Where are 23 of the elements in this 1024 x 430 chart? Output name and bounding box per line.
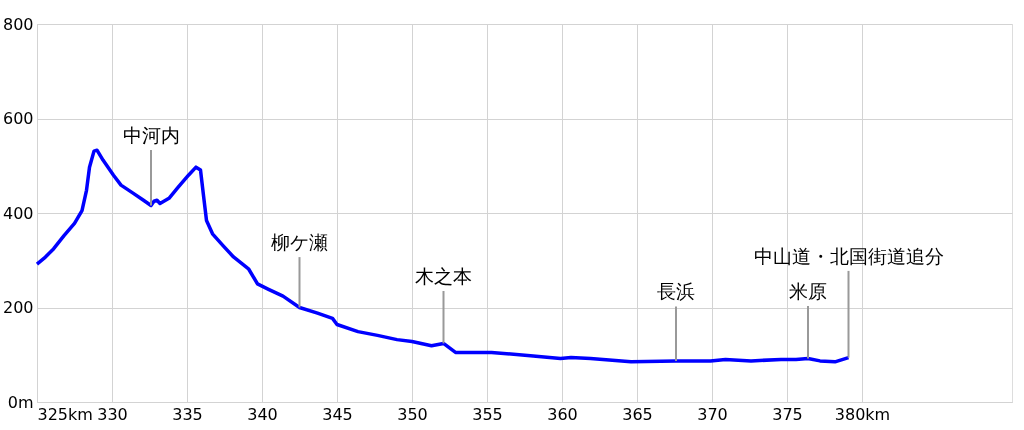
annotation: 中河内 xyxy=(122,124,180,146)
annotation: 木之本 xyxy=(415,264,472,287)
annotation: 中山道・北国街道追分 xyxy=(753,244,944,267)
x-tick-label: 375 xyxy=(772,404,803,424)
y-tick-label: 200 xyxy=(2,298,34,317)
x-tick-label: 370 xyxy=(697,404,728,424)
annotation: 柳ケ瀬 xyxy=(271,231,328,254)
annotation: 長浜 xyxy=(657,280,695,303)
x-tick-label: 360 xyxy=(547,404,578,424)
x-tick-label: 365 xyxy=(622,404,653,424)
x-tick-label: 345 xyxy=(322,404,353,424)
x-tick-label: 380km xyxy=(834,404,891,424)
x-tick-label: 340 xyxy=(247,404,278,424)
x-tick-label: 355 xyxy=(472,404,503,424)
y-tick-label: 400 xyxy=(2,203,34,223)
x-tick-label: 335 xyxy=(172,404,203,424)
x-tick-label: 350 xyxy=(397,404,428,424)
x-tick-label: 330 xyxy=(97,404,128,424)
annotation: 米原 xyxy=(789,280,827,303)
y-tick-label: 600 xyxy=(2,109,34,128)
y-tick-label: 0m xyxy=(7,392,34,412)
y-tick-label: 800 xyxy=(2,14,34,34)
x-tick-label: 325km xyxy=(37,404,93,424)
